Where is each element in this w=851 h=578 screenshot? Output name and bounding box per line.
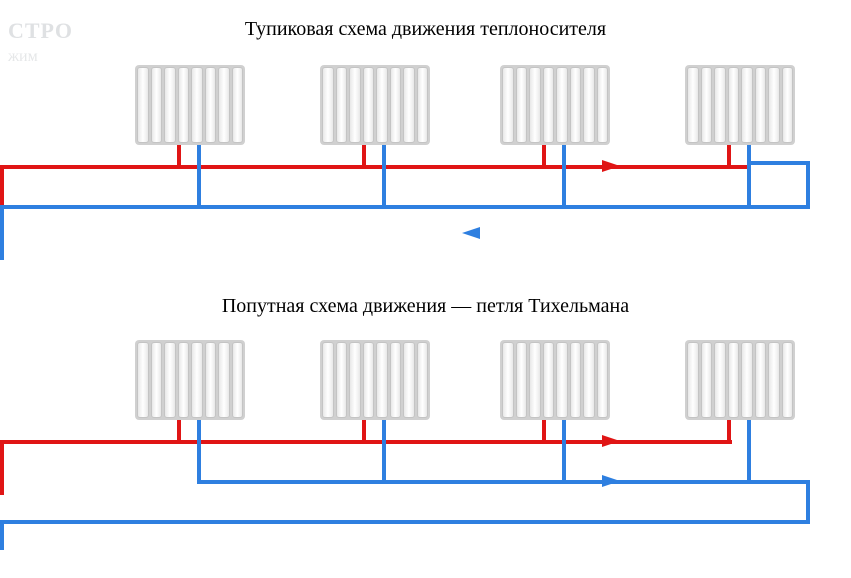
supply-pipe [542, 145, 546, 169]
supply-pipe [362, 145, 366, 169]
return-pipe [562, 420, 566, 484]
supply-pipe [177, 420, 181, 444]
supply-pipe [0, 440, 732, 444]
return-pipe [197, 480, 810, 484]
scheme-title: Тупиковая схема движения теплоносителя [0, 18, 851, 41]
flow-arrow-supply [602, 160, 620, 172]
supply-pipe [727, 420, 731, 444]
return-pipe [806, 480, 810, 524]
return-pipe [197, 420, 201, 484]
radiator [685, 65, 795, 145]
flow-arrow-supply [602, 435, 620, 447]
supply-pipe [0, 440, 4, 495]
supply-pipe [177, 145, 181, 169]
scheme-dead-end [0, 65, 851, 285]
return-pipe [562, 145, 566, 209]
return-pipe [0, 205, 4, 260]
watermark-line2: жим [8, 48, 38, 66]
return-pipe [747, 420, 751, 484]
supply-pipe [0, 165, 750, 169]
radiator [685, 340, 795, 420]
supply-pipe [727, 145, 731, 169]
supply-pipe [362, 420, 366, 444]
radiator [500, 65, 610, 145]
scheme-title: Попутная схема движения — петля Тихельма… [0, 295, 851, 318]
radiator [320, 340, 430, 420]
return-pipe [0, 520, 810, 524]
scheme-tichelmann [0, 340, 851, 560]
return-pipe [747, 145, 751, 209]
return-pipe [0, 520, 4, 550]
return-pipe [382, 145, 386, 209]
radiator [135, 65, 245, 145]
return-pipe [0, 205, 810, 209]
flow-arrow-return [462, 227, 480, 239]
return-pipe [382, 420, 386, 484]
radiator [135, 340, 245, 420]
radiator [500, 340, 610, 420]
radiator [320, 65, 430, 145]
return-pipe [197, 145, 201, 209]
return-pipe [806, 161, 810, 209]
flow-arrow-return [602, 475, 620, 487]
return-pipe [747, 161, 807, 165]
supply-pipe [542, 420, 546, 444]
